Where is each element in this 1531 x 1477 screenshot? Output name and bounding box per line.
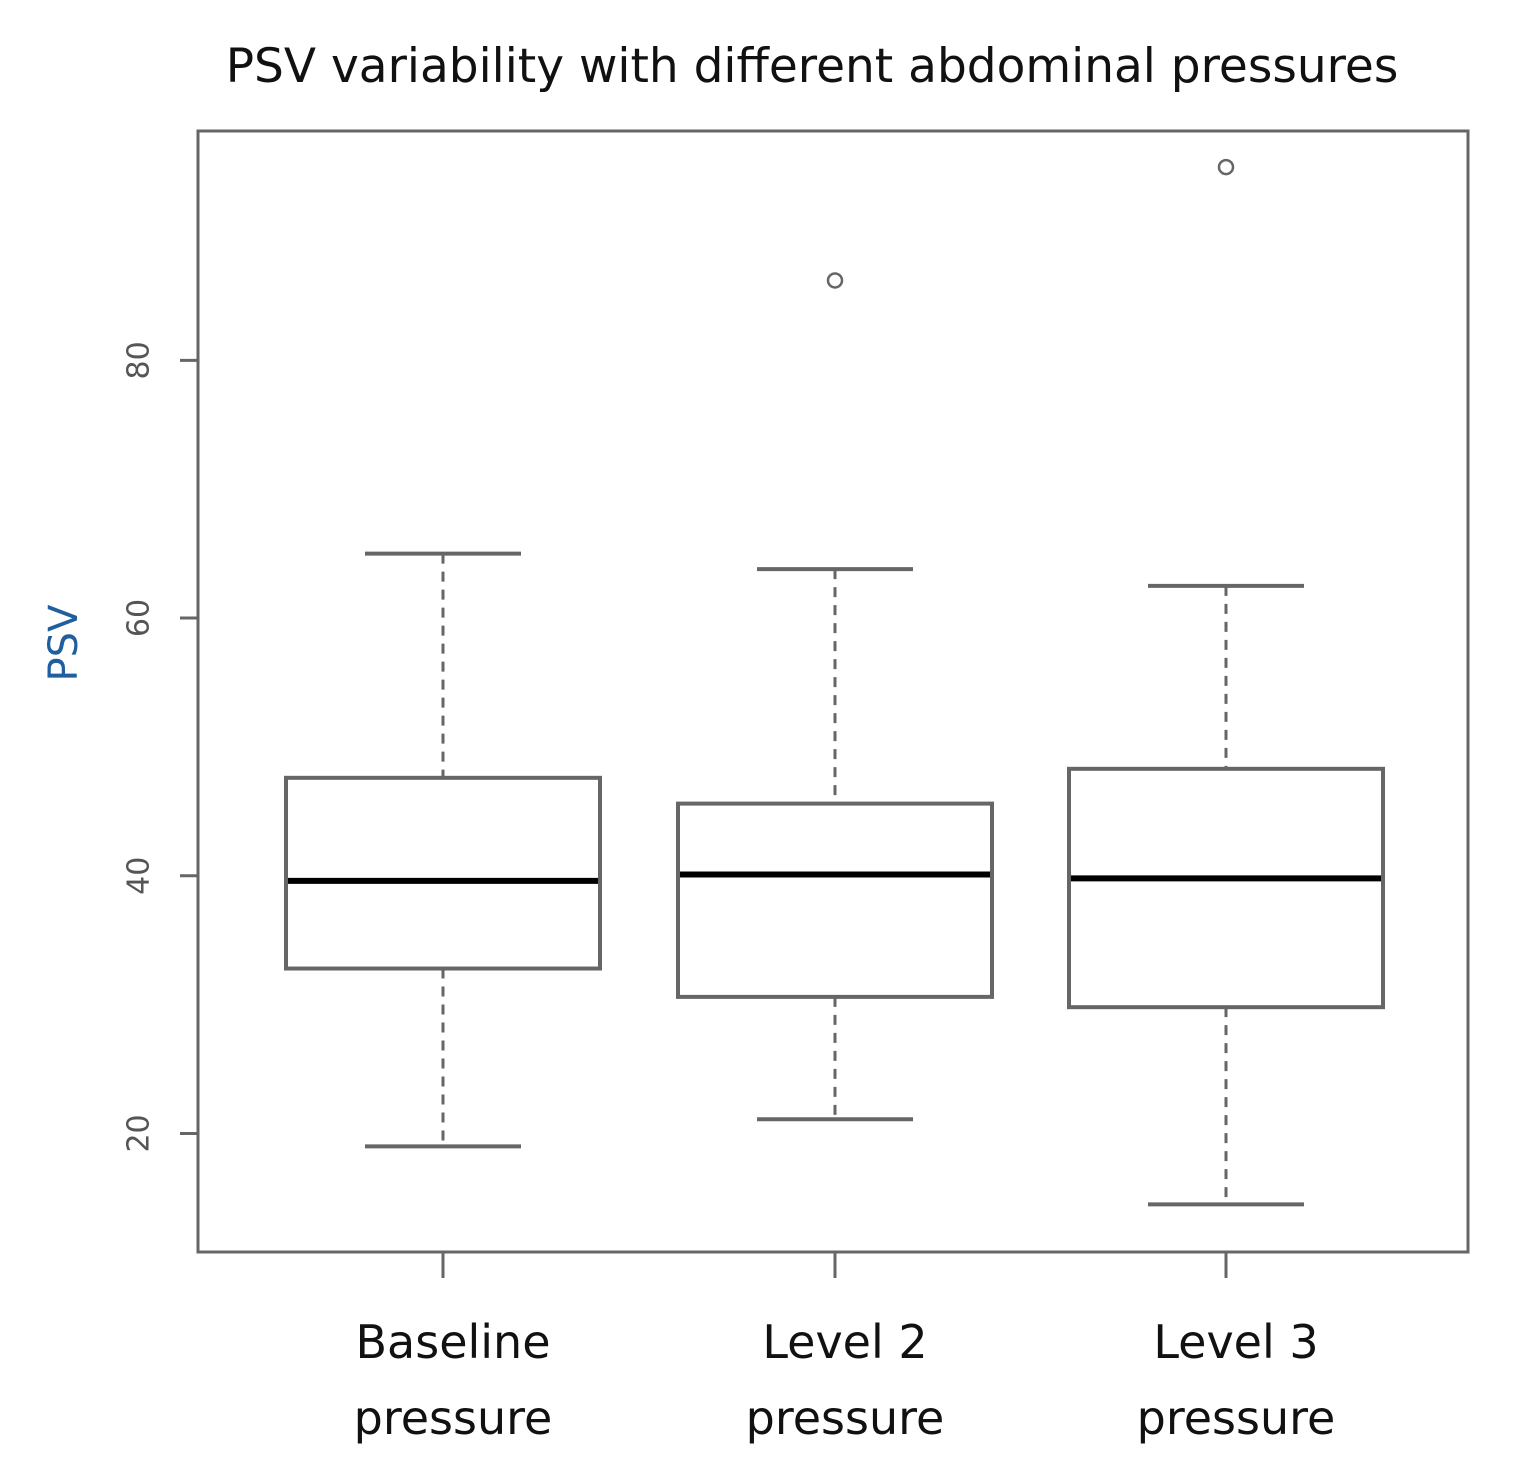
outlier-point bbox=[1217, 158, 1235, 176]
x-category-label-line1: Baseline bbox=[355, 1315, 550, 1369]
x-category-label-line2: pressure bbox=[1137, 1391, 1336, 1445]
outlier-point bbox=[826, 272, 844, 289]
x-axis: Baseline pressure Level 2 pressure Level 3 pr… bbox=[354, 1252, 1336, 1445]
y-tick-label: 60 bbox=[122, 599, 157, 637]
chart-title: PSV variability with different abdominal… bbox=[226, 39, 1399, 94]
x-category-label-line2: pressure bbox=[354, 1391, 553, 1445]
box-group bbox=[676, 272, 994, 1122]
y-tick-label: 80 bbox=[122, 341, 157, 379]
y-axis-label: PSV bbox=[41, 604, 87, 682]
boxes bbox=[284, 158, 1385, 1207]
iqr-box bbox=[284, 775, 602, 971]
y-axis: 20 40 60 80 bbox=[122, 341, 198, 1153]
iqr-box bbox=[1067, 766, 1385, 1010]
iqr-box bbox=[676, 801, 994, 999]
y-tick-label: 40 bbox=[122, 857, 157, 895]
x-category-label-line2: pressure bbox=[746, 1391, 945, 1445]
box-group bbox=[284, 551, 602, 1149]
plot-frame bbox=[196, 129, 1470, 1254]
x-category-label-line1: Level 2 bbox=[762, 1315, 927, 1369]
x-category-label-line1: Level 3 bbox=[1153, 1315, 1318, 1369]
box-group bbox=[1067, 158, 1385, 1207]
y-tick-label: 20 bbox=[122, 1114, 157, 1152]
